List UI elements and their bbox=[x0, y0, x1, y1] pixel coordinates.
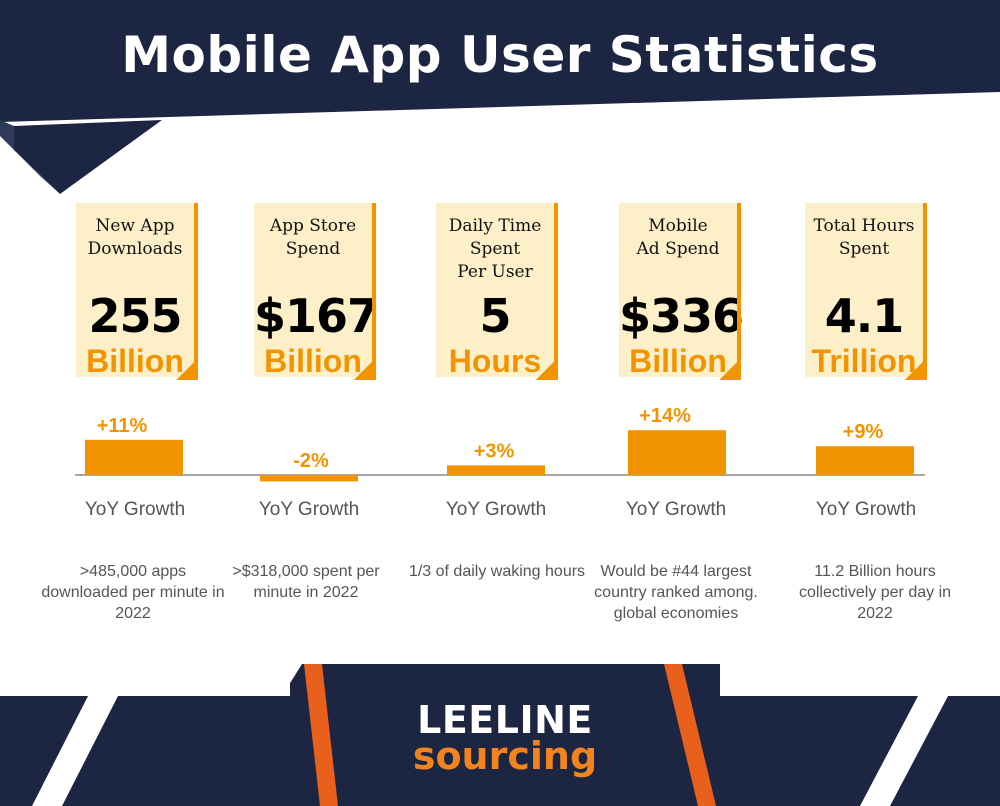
brand-logo-text: LEELINE bbox=[417, 698, 593, 742]
stat-card-value: 255 bbox=[88, 289, 182, 343]
growth-bar bbox=[628, 430, 726, 475]
footer-banner bbox=[0, 664, 1000, 806]
growth-bar bbox=[816, 446, 914, 475]
stat-card-unit: Hours bbox=[448, 343, 542, 379]
stat-card-downloads: New App Downloads 255 Billion bbox=[76, 203, 198, 380]
stat-note: 1/3 of daily waking hours bbox=[408, 563, 586, 580]
stat-card-unit: Billion bbox=[629, 343, 727, 379]
yoy-growth-chart: +11% -2% +3% +14% +9% bbox=[75, 405, 925, 482]
yoy-growth-label: YoY Growth bbox=[625, 499, 727, 520]
growth-data-label: +3% bbox=[474, 440, 515, 462]
growth-bar bbox=[260, 475, 358, 482]
stat-card-label: App Store Spend bbox=[269, 216, 357, 259]
header-banner bbox=[0, 0, 1000, 194]
card-fold-decoration bbox=[719, 358, 741, 380]
growth-bar bbox=[447, 465, 545, 475]
stat-note: 11.2 Billion hours collectively per day … bbox=[798, 563, 952, 622]
stat-card-value: $336 bbox=[619, 289, 744, 343]
brand-logo-subtext: sourcing bbox=[412, 734, 598, 778]
growth-data-label: -2% bbox=[293, 450, 329, 472]
page-title: Mobile App User Statistics bbox=[121, 26, 879, 84]
stat-card-label: Daily Time Spent Per User bbox=[448, 216, 542, 282]
stat-card-label: New App Downloads bbox=[87, 216, 183, 259]
stat-note: >$318,000 spent per minute in 2022 bbox=[232, 563, 380, 601]
stat-card-total-hours: Total Hours Spent 4.1 Trillion bbox=[805, 203, 927, 380]
stat-card-unit: Billion bbox=[86, 343, 184, 379]
card-fold-decoration bbox=[354, 358, 376, 380]
card-fold-decoration bbox=[905, 358, 927, 380]
growth-data-label: +11% bbox=[97, 415, 148, 437]
stat-card-ad-spend: Mobile Ad Spend $336 Billion bbox=[619, 203, 744, 380]
yoy-growth-label: YoY Growth bbox=[84, 499, 186, 520]
stat-card-value: $167 bbox=[254, 289, 379, 343]
stat-card-value: 5 bbox=[479, 289, 511, 343]
growth-data-label: +9% bbox=[843, 421, 884, 443]
stat-card-unit: Trillion bbox=[811, 343, 917, 379]
yoy-growth-label: YoY Growth bbox=[445, 499, 547, 520]
growth-data-label: +14% bbox=[639, 405, 691, 427]
stat-card-app-store-spend: App Store Spend $167 Billion bbox=[254, 203, 379, 380]
stat-card-unit: Billion bbox=[264, 343, 362, 379]
card-fold-decoration bbox=[536, 358, 558, 380]
card-fold-decoration bbox=[176, 358, 198, 380]
stat-note: >485,000 apps downloaded per minute in 2… bbox=[41, 563, 225, 622]
stat-card-daily-time: Daily Time Spent Per User 5 Hours bbox=[436, 203, 558, 380]
stat-note: Would be #44 largest country ranked amon… bbox=[594, 563, 758, 622]
stat-card-label: Mobile Ad Spend bbox=[636, 216, 720, 259]
stat-card-value: 4.1 bbox=[824, 289, 905, 343]
yoy-growth-label: YoY Growth bbox=[815, 499, 917, 520]
stat-card-label: Total Hours Spent bbox=[813, 216, 915, 259]
yoy-growth-label: YoY Growth bbox=[258, 499, 360, 520]
growth-bar bbox=[85, 439, 183, 475]
